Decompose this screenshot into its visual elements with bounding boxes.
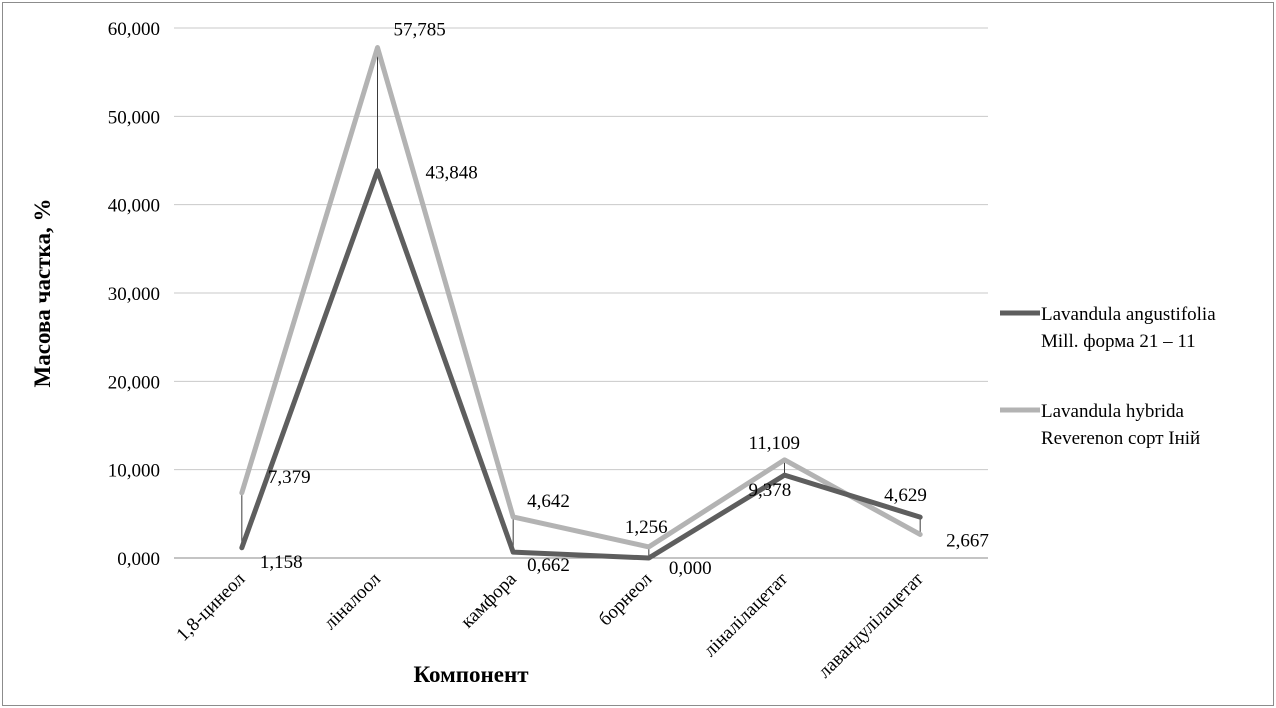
legend-label: Mill. форма 21 – 11 — [1041, 331, 1196, 352]
series-line-1 — [239, 45, 923, 550]
data-label: 0,662 — [527, 555, 570, 576]
x-tick-label: 1,8-цинеол — [172, 568, 249, 645]
data-label: 4,629 — [884, 485, 927, 506]
x-tick-label: лавандулілацетат — [814, 568, 928, 682]
x-tick-label: борнеол — [595, 568, 657, 630]
x-tick-label: ліналоол — [320, 568, 386, 634]
data-labels: 1,158 43,848 0,662 0,000 9,378 4,629 7,379 57,7… — [260, 20, 989, 579]
legend-label: Reverenon сорт Іній — [1041, 428, 1200, 449]
x-axis-title: Компонент — [413, 662, 529, 687]
x-axis-ticks: 1,8-цинеол ліналоол камфора борнеол ліналіла… — [172, 568, 928, 682]
legend: Lavandula angustifolia Mill. форма 21 – 1… — [1000, 304, 1216, 449]
y-tick-label: 10,000 — [108, 461, 160, 482]
y-axis-title: Масова частка, % — [30, 199, 55, 388]
series-line-0 — [239, 168, 923, 561]
x-tick-label: камфора — [457, 568, 521, 632]
y-tick-label: 30,000 — [108, 284, 160, 305]
high-low-lines — [241, 47, 921, 558]
gridlines — [174, 27, 988, 559]
data-label: 1,158 — [260, 552, 303, 573]
data-label: 11,109 — [749, 433, 801, 454]
y-axis-ticks: 0,000 10,000 20,000 30,000 40,000 50,000 60,00… — [108, 19, 160, 570]
y-tick-label: 60,000 — [108, 19, 160, 40]
data-label: 7,379 — [268, 467, 311, 488]
y-tick-label: 50,000 — [108, 107, 160, 128]
legend-label: Lavandula angustifolia — [1041, 304, 1216, 325]
y-tick-label: 0,000 — [117, 549, 160, 570]
x-tick-label: ліналілацетат — [700, 568, 793, 661]
data-label: 9,378 — [749, 480, 792, 501]
data-label: 4,642 — [527, 491, 570, 512]
data-label: 0,000 — [669, 558, 712, 579]
y-tick-label: 20,000 — [108, 372, 160, 393]
data-label: 43,848 — [426, 163, 478, 184]
y-tick-label: 40,000 — [108, 196, 160, 217]
series-lines — [239, 45, 923, 561]
data-label: 57,785 — [394, 20, 446, 41]
data-label: 1,256 — [625, 517, 668, 538]
data-label: 2,667 — [946, 530, 989, 551]
legend-label: Lavandula hybrida — [1041, 401, 1185, 422]
